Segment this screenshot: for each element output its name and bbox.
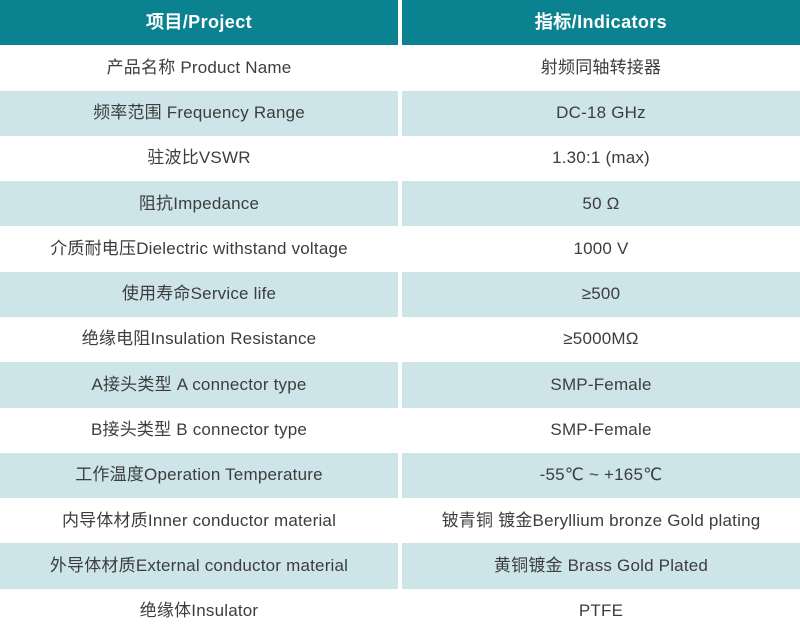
table-header-row: 项目/Project 指标/Indicators xyxy=(0,0,800,46)
table-row: 介质耐电压Dielectric withstand voltage 1000 V xyxy=(0,226,800,272)
project-cell: 介质耐电压Dielectric withstand voltage xyxy=(0,226,398,272)
table-row: 使用寿命Service life ≥500 xyxy=(0,271,800,317)
header-cell-indicators: 指标/Indicators xyxy=(402,0,800,46)
indicator-cell: 射频同轴转接器 xyxy=(402,45,800,91)
project-cell: 绝缘电阻Insulation Resistance xyxy=(0,316,398,363)
indicator-cell: ≥500 xyxy=(402,271,800,317)
table-row: 驻波比VSWR 1.30:1 (max) xyxy=(0,135,800,182)
indicator-cell: 1000 V xyxy=(402,226,800,272)
indicator-cell: DC-18 GHz xyxy=(402,90,800,136)
table-row: 内导体材质Inner conductor material 铍青铜 镀金Bery… xyxy=(0,498,800,544)
indicator-cell: 1.30:1 (max) xyxy=(402,135,800,182)
project-cell: B接头类型 B connector type xyxy=(0,407,398,453)
indicator-cell: 铍青铜 镀金Beryllium bronze Gold plating xyxy=(402,498,800,544)
indicator-cell: 50 Ω xyxy=(402,181,800,227)
table-row: 频率范围 Frequency Range DC-18 GHz xyxy=(0,90,800,136)
project-cell: 使用寿命Service life xyxy=(0,271,398,317)
project-cell: 阻抗Impedance xyxy=(0,181,398,227)
indicator-cell: SMP-Female xyxy=(402,407,800,453)
project-cell: 绝缘体Insulator xyxy=(0,588,398,634)
table-row: 阻抗Impedance 50 Ω xyxy=(0,181,800,227)
project-cell: 内导体材质Inner conductor material xyxy=(0,498,398,544)
table-row: B接头类型 B connector type SMP-Female xyxy=(0,407,800,453)
indicator-cell: ≥5000MΩ xyxy=(402,316,800,363)
header-cell-project: 项目/Project xyxy=(0,0,398,46)
project-cell: 产品名称 Product Name xyxy=(0,45,398,91)
project-cell: 外导体材质External conductor material xyxy=(0,543,398,589)
indicator-cell: -55℃ ~ +165℃ xyxy=(402,452,800,499)
table-row: 绝缘电阻Insulation Resistance ≥5000MΩ xyxy=(0,316,800,363)
project-cell: 频率范围 Frequency Range xyxy=(0,90,398,136)
project-cell: 驻波比VSWR xyxy=(0,135,398,182)
table-row: 绝缘体Insulator PTFE xyxy=(0,588,800,634)
table-row: 工作温度Operation Temperature -55℃ ~ +165℃ xyxy=(0,452,800,499)
table-row: 产品名称 Product Name 射频同轴转接器 xyxy=(0,45,800,91)
indicator-cell: SMP-Female xyxy=(402,362,800,408)
table-row: A接头类型 A connector type SMP-Female xyxy=(0,362,800,408)
indicator-cell: 黄铜镀金 Brass Gold Plated xyxy=(402,543,800,589)
table-row: 外导体材质External conductor material 黄铜镀金 Br… xyxy=(0,543,800,589)
project-cell: A接头类型 A connector type xyxy=(0,362,398,408)
indicator-cell: PTFE xyxy=(402,588,800,634)
project-cell: 工作温度Operation Temperature xyxy=(0,452,398,499)
